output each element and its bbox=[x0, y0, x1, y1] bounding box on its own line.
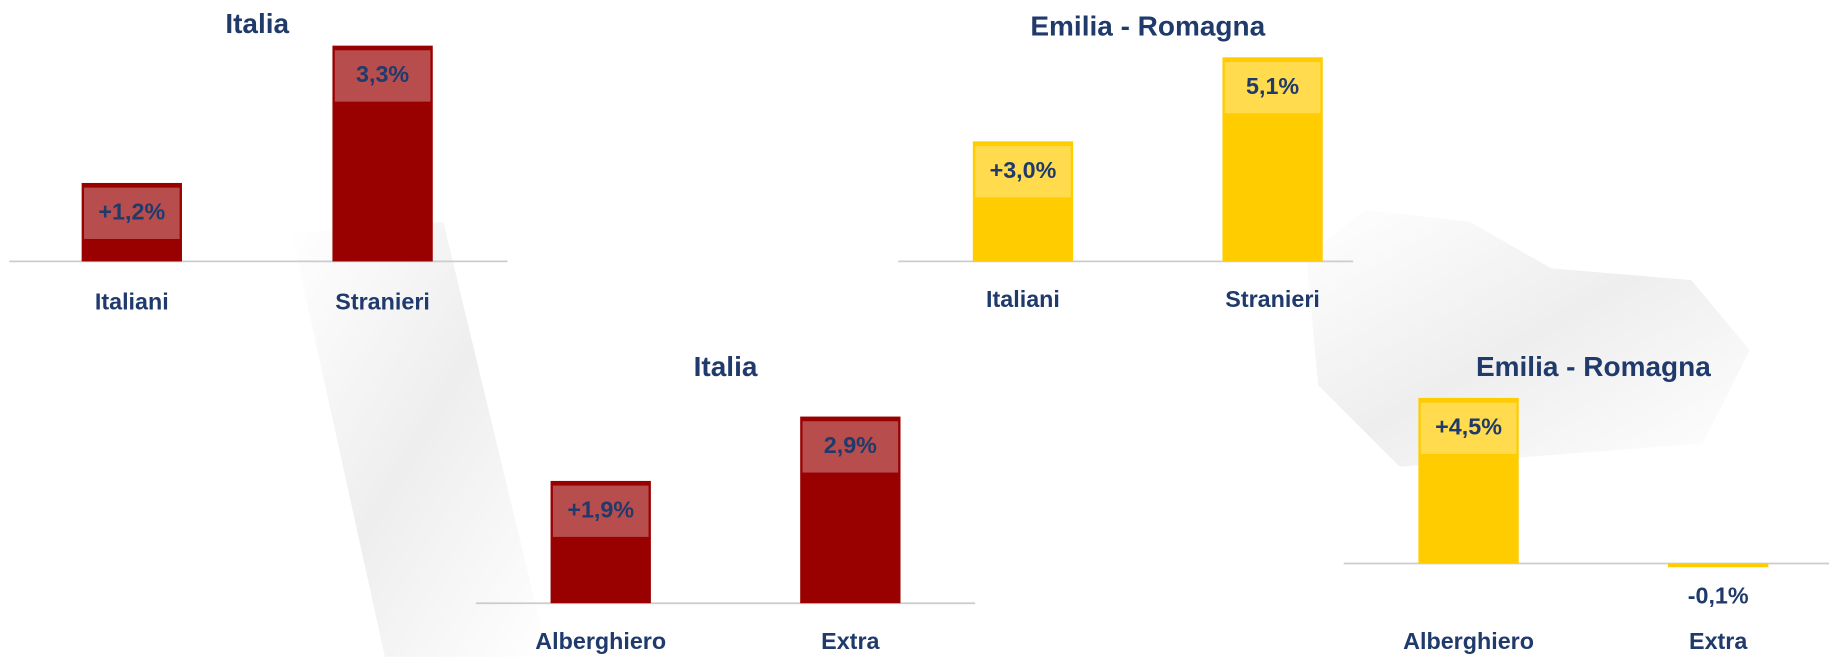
category-label: Stranieri bbox=[1225, 286, 1320, 312]
category-label: Italiani bbox=[95, 289, 169, 315]
page: Italia +1,2% Italiani 3,3% Stranieri Emilia -… bbox=[0, 0, 1829, 657]
chart-title: Italia bbox=[694, 351, 758, 382]
value-label: 5,1% bbox=[1246, 73, 1299, 99]
value-label: -0,1% bbox=[1688, 583, 1749, 609]
value-label: 3,3% bbox=[356, 61, 409, 87]
value-label: +1,9% bbox=[567, 496, 634, 522]
background-building bbox=[1306, 210, 1749, 467]
category-label: Alberghiero bbox=[1403, 628, 1534, 654]
category-label: Extra bbox=[821, 628, 880, 654]
background-tower bbox=[292, 222, 549, 657]
value-label: 2,9% bbox=[824, 432, 877, 458]
value-label: +1,2% bbox=[98, 198, 165, 224]
chart-title: Italia bbox=[225, 8, 289, 39]
category-label: Italiani bbox=[986, 286, 1060, 312]
value-label: +4,5% bbox=[1435, 413, 1502, 439]
bar bbox=[1668, 564, 1768, 568]
category-label: Extra bbox=[1689, 628, 1748, 654]
chart-title: Emilia - Romagna bbox=[1030, 11, 1265, 42]
chart-title: Emilia - Romagna bbox=[1476, 351, 1711, 382]
value-label: +3,0% bbox=[990, 157, 1057, 183]
category-label: Stranieri bbox=[335, 289, 430, 315]
category-label: Alberghiero bbox=[535, 628, 666, 654]
